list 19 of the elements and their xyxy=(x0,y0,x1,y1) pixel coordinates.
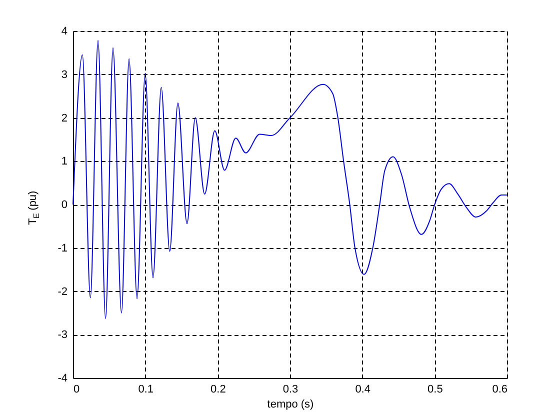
y-tick-label: -1 xyxy=(58,242,68,254)
line-series xyxy=(72,40,508,320)
x-tick-label: 0.2 xyxy=(210,384,226,396)
x-tick-label: 0.4 xyxy=(355,384,370,396)
x-tick-label: 0 xyxy=(74,384,80,396)
y-tick-label: -3 xyxy=(58,329,68,342)
x-tick-label: 0.6 xyxy=(492,384,508,396)
x-tick-label: 0.1 xyxy=(138,384,154,396)
y-axis-title: TE (pu) xyxy=(27,190,41,226)
x-tick-label: 0.5 xyxy=(428,384,443,396)
y-tick-label: 1 xyxy=(61,156,68,168)
y-tick-label: 2 xyxy=(61,112,68,124)
y-tick-label: -2 xyxy=(58,286,68,298)
x-axis-title: tempo (s) xyxy=(267,398,314,410)
y-tick-label: 4 xyxy=(61,26,68,38)
y-tick-label: 3 xyxy=(61,68,68,81)
y-tick-label: 0 xyxy=(61,199,68,211)
x-tick-label: 0.3 xyxy=(282,384,298,396)
y-tick-label: -4 xyxy=(58,372,68,384)
